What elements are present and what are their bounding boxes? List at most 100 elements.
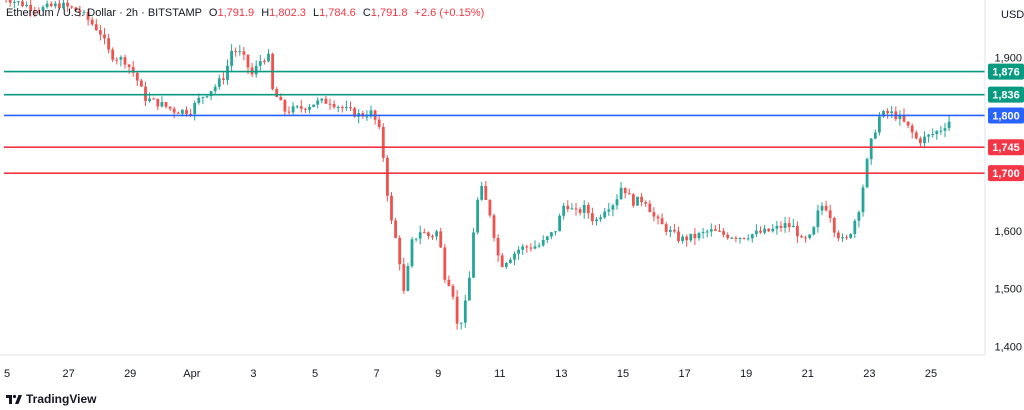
candle-body [168,106,172,109]
time-tick-label: 25 [925,368,937,380]
candle-body [111,49,115,60]
candle-body [689,233,693,241]
candle-body [755,230,758,235]
time-tick-label: 13 [555,368,567,380]
time-axis[interactable]: 5 27 29 Apr 3 5 7 9 11 13 15 17 19 21 23 25 [0,354,985,380]
candle-body [828,210,832,219]
candle-body [144,86,147,102]
candle-body [94,24,98,31]
candle-body [41,7,45,11]
candle-body [119,57,123,60]
level-price-tag-label: 1,836 [992,90,1020,102]
candle-body [258,61,262,66]
low-label: L [312,7,320,19]
candle-body [947,121,951,129]
candle-body [410,239,414,267]
candle-body [644,202,648,204]
level-price-tag-label: 1,800 [992,110,1020,122]
candle-body [857,212,861,221]
candle-body [886,111,889,114]
candle-body [615,199,619,206]
brand-name: TradingView [26,392,97,406]
symbol-legend: Ethereum / U.S. Dollar · 2h · BITSTAMP O… [6,7,484,19]
candle-body [390,195,393,221]
candle-body [779,225,783,228]
time-tick-label: 17 [678,368,690,380]
candle-body [107,38,110,50]
candle-body [640,196,643,203]
candle-body [66,2,69,7]
candle-body [201,97,205,99]
candle-body [869,138,873,160]
price-tick-label: 1,900 [994,53,1022,65]
candle-body [12,1,16,3]
horizontal-levels[interactable]: 1,876 1,836 1,800 1,745 1,700 [4,63,1024,182]
candle-body [238,51,242,53]
candle-body [861,187,865,213]
time-tick-label: 11 [494,368,505,380]
open-label: O [208,7,218,19]
candle-body [906,121,910,126]
candle-body [103,34,106,39]
candle-body [730,237,734,239]
candle-body [324,98,328,104]
time-tick-label: 29 [124,368,136,380]
candle-body [541,239,545,246]
candle-body [312,104,315,107]
time-tick-label: 27 [62,368,74,380]
candle-body [582,204,586,213]
candle-body [283,100,287,112]
candle-body [718,230,721,232]
candle-body [115,59,119,61]
candle-body [25,4,28,7]
candle-body [33,9,37,11]
candle-body [677,231,680,242]
candle-body [824,205,828,211]
candle-body [230,50,233,66]
candle-body [771,228,775,232]
candle-body [58,3,61,9]
candle-body [636,196,639,206]
candle-body [914,132,918,139]
candle-body [275,89,279,97]
candle-body [558,215,561,232]
currency-label[interactable]: USD [1001,9,1024,21]
candle-body [226,65,229,80]
candle-body [49,3,53,7]
candle-body [476,199,479,233]
candle-body [205,96,209,98]
candle-body [82,11,86,13]
candle-body [890,111,894,114]
candle-body [529,247,533,249]
time-tick-label: 9 [435,368,441,380]
candle-body [62,2,65,9]
candle-body [332,104,336,108]
candle-body [291,106,295,113]
candle-body [738,237,742,239]
candle-body [488,199,492,216]
price-axis[interactable]: 1,900 1,600 1,500 1,400 [984,0,1022,355]
candle-body [701,231,705,234]
candle-body [750,234,754,239]
candle-body [29,4,33,10]
candle-body [632,194,635,206]
candle-body [340,107,344,109]
time-tick-label: Apr [183,368,200,380]
candle-body [181,109,184,114]
time-tick-label: 19 [740,368,752,380]
candle-body [345,107,348,109]
candle-body [234,50,238,52]
candle-body [878,116,881,133]
candle-body [336,107,340,109]
open-value: 1,791.9 [217,7,255,19]
candle-body [796,225,799,237]
time-tick-label: 21 [802,368,814,380]
tradingview-branding[interactable]: TradingView [6,392,96,406]
level-price-tag-label: 1,745 [992,142,1020,154]
candle-body [377,119,381,128]
candle-body [923,136,926,144]
candle-body [480,185,484,200]
candle-body [447,279,451,286]
candle-body [316,100,320,105]
